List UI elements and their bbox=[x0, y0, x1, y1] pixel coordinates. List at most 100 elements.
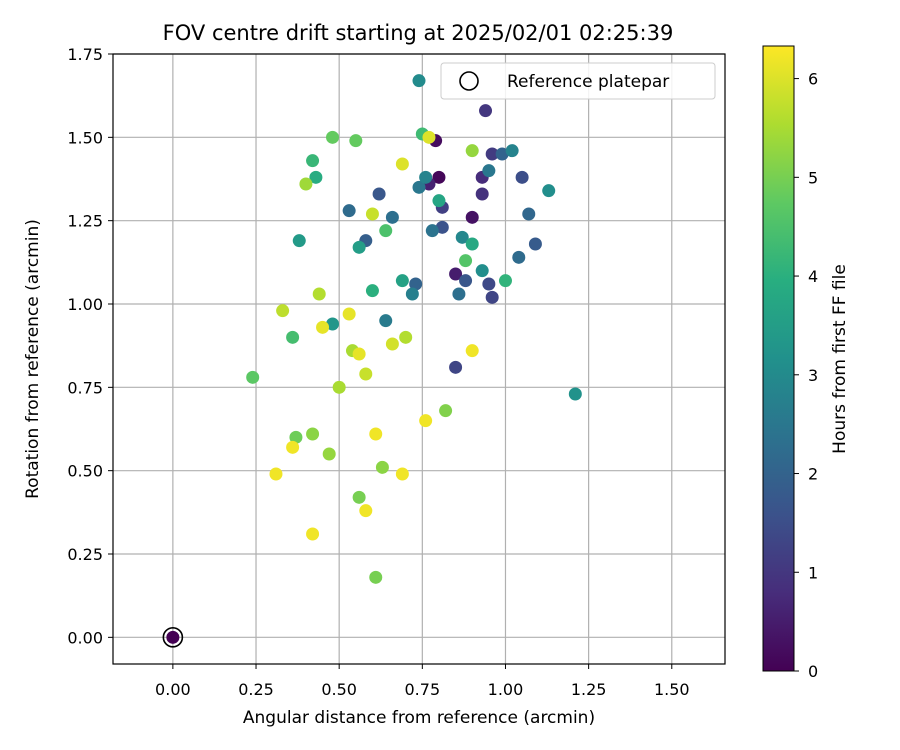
grid-lines bbox=[113, 53, 725, 664]
y-tick-label: 0.25 bbox=[67, 545, 103, 564]
data-point bbox=[482, 277, 496, 291]
data-point bbox=[342, 307, 356, 321]
data-point bbox=[289, 430, 303, 444]
data-point bbox=[479, 104, 493, 118]
data-point bbox=[395, 467, 409, 481]
colorbar-gradient bbox=[762, 45, 795, 672]
data-point bbox=[299, 177, 313, 191]
data-point bbox=[412, 180, 426, 194]
colorbar: 0 1 2 3 4 5 6 Hours from first FF file bbox=[762, 45, 850, 681]
y-tick-label: 1.75 bbox=[67, 45, 103, 64]
y-tick-label: 0.75 bbox=[67, 378, 103, 397]
reference-point-ring bbox=[162, 627, 184, 648]
data-point bbox=[342, 204, 356, 218]
data-point bbox=[379, 224, 393, 238]
data-point bbox=[522, 207, 536, 221]
data-point bbox=[475, 187, 489, 201]
data-point bbox=[359, 504, 373, 518]
x-tick-label: 1.25 bbox=[571, 680, 607, 699]
x-tick-label: 0.75 bbox=[405, 680, 441, 699]
data-point bbox=[449, 267, 463, 281]
y-tick-label: 0.50 bbox=[67, 462, 103, 481]
colorbar-tick-label: 6 bbox=[808, 70, 818, 89]
y-tick-label: 0.00 bbox=[67, 628, 103, 647]
x-tick-label: 0.50 bbox=[321, 680, 357, 699]
x-tick-label: 1.50 bbox=[654, 680, 690, 699]
data-point bbox=[326, 130, 340, 144]
chart-title: FOV centre drift starting at 2025/02/01 … bbox=[163, 21, 674, 45]
data-point bbox=[512, 250, 526, 264]
colorbar-tick-label: 4 bbox=[808, 267, 818, 286]
data-point bbox=[312, 287, 326, 301]
data-point bbox=[269, 467, 283, 481]
data-point bbox=[286, 440, 300, 454]
data-point bbox=[405, 287, 419, 301]
data-point bbox=[369, 427, 383, 441]
data-point bbox=[365, 284, 379, 298]
data-point bbox=[306, 427, 320, 441]
data-point bbox=[322, 447, 336, 461]
data-point bbox=[372, 187, 386, 201]
data-point bbox=[432, 170, 446, 184]
y-tick-label: 1.00 bbox=[67, 295, 103, 314]
data-point bbox=[435, 220, 449, 234]
legend: Reference platepar bbox=[440, 62, 716, 100]
data-point bbox=[422, 130, 436, 144]
data-point bbox=[465, 210, 479, 224]
data-point bbox=[482, 164, 496, 178]
data-point bbox=[385, 337, 399, 351]
axis-ticks: 0.00 0.25 0.50 0.75 1.00 1.25 1.50 0.00 0.25 0.50… bbox=[67, 45, 689, 699]
data-point bbox=[395, 274, 409, 288]
data-point bbox=[505, 144, 519, 158]
data-point bbox=[465, 237, 479, 251]
data-point bbox=[332, 380, 346, 394]
x-tick-label: 0.25 bbox=[238, 680, 274, 699]
data-point bbox=[286, 330, 300, 344]
data-point bbox=[465, 144, 479, 158]
data-point bbox=[419, 170, 433, 184]
plot-frame bbox=[112, 53, 726, 665]
legend-label: Reference platepar bbox=[507, 72, 669, 92]
data-point bbox=[568, 387, 582, 401]
data-point bbox=[475, 264, 489, 278]
data-point bbox=[352, 240, 366, 254]
data-point bbox=[459, 254, 473, 268]
legend-marker bbox=[459, 71, 479, 91]
data-point bbox=[465, 344, 479, 358]
data-point bbox=[485, 290, 499, 304]
data-point bbox=[395, 157, 409, 171]
y-axis-label: Rotation from reference (arcmin) bbox=[23, 219, 43, 499]
data-point bbox=[306, 154, 320, 168]
data-point bbox=[399, 330, 413, 344]
data-point bbox=[485, 147, 499, 161]
data-point bbox=[439, 404, 453, 418]
y-tick-label: 1.50 bbox=[67, 128, 103, 147]
data-point bbox=[412, 74, 426, 88]
data-point bbox=[379, 314, 393, 328]
colorbar-tick-label: 5 bbox=[808, 168, 818, 187]
data-points bbox=[162, 74, 582, 648]
data-point bbox=[359, 367, 373, 381]
data-point bbox=[292, 234, 306, 248]
colorbar-tick-label: 3 bbox=[808, 366, 818, 385]
data-point bbox=[409, 277, 423, 291]
data-point bbox=[452, 287, 466, 301]
data-point bbox=[276, 304, 290, 318]
colorbar-tick-label: 0 bbox=[808, 662, 818, 681]
data-point bbox=[425, 224, 439, 238]
legend-box bbox=[440, 62, 716, 100]
y-tick-label: 1.25 bbox=[67, 212, 103, 231]
x-axis-label: Angular distance from reference (arcmin) bbox=[243, 708, 595, 728]
data-point bbox=[515, 170, 529, 184]
data-point bbox=[498, 274, 512, 288]
data-point bbox=[432, 194, 446, 208]
data-point bbox=[449, 360, 463, 374]
data-point bbox=[352, 490, 366, 504]
reference-point-dot bbox=[166, 630, 180, 644]
data-point bbox=[369, 570, 383, 584]
data-point bbox=[352, 347, 366, 361]
colorbar-tick-label: 2 bbox=[808, 465, 818, 484]
data-point bbox=[455, 230, 469, 244]
colorbar-ticks: 0 1 2 3 4 5 6 bbox=[794, 70, 818, 681]
